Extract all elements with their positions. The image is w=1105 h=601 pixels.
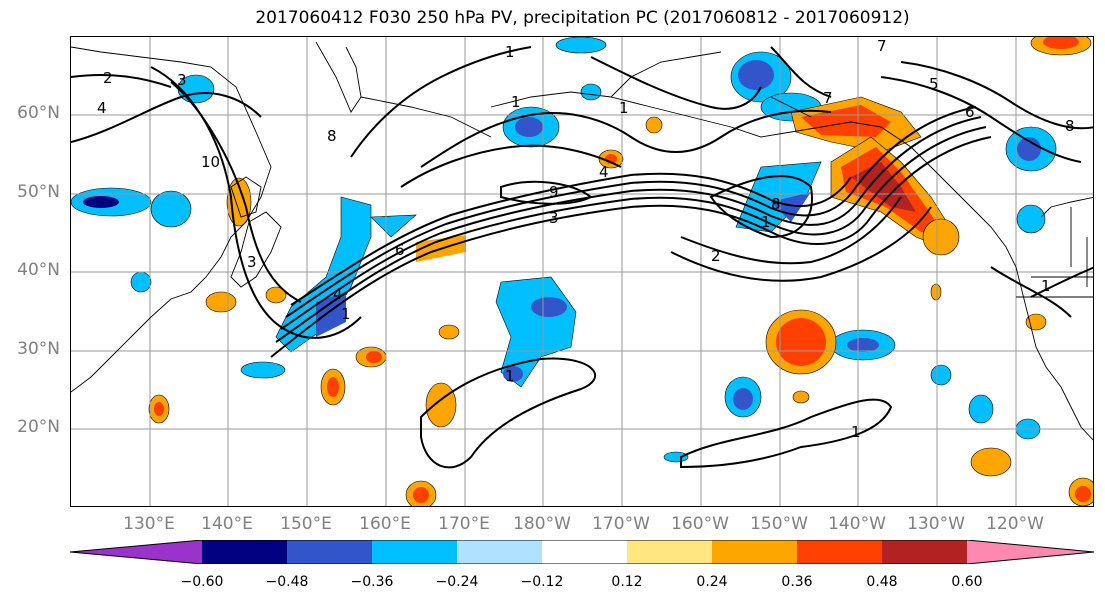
colorbar-segment [882,540,967,564]
colorbar-segment [372,540,457,564]
latitude-label: 60°N [17,103,60,123]
longitude-label: 130°W [907,514,965,534]
contour-label: 2 [103,69,113,87]
longitude-label: 130°E [123,514,175,534]
longitude-label: 180°W [513,514,571,534]
contour-label: 8 [1065,117,1075,135]
colorbar-tick-label: 0.24 [696,574,728,590]
colorbar-tick-label: 0.36 [781,574,813,590]
contour-label: 7 [823,89,833,107]
contour-label: 1 [851,423,861,441]
contour-label: 1 [341,305,351,323]
colorbar-segment [627,540,712,564]
precip-negative-areas [71,37,1057,463]
contour-label: 9 [549,183,559,201]
longitude-label: 160°E [359,514,411,534]
longitude-label: 140°E [201,514,253,534]
map-title: 2017060412 F030 250 hPa PV, precipitatio… [255,8,910,28]
longitude-label: 140°W [828,514,886,534]
contour-label: 4 [97,99,107,117]
contour-label: 1 [1041,277,1051,295]
colorbar-tick-label: 0.12 [611,574,643,590]
contour-label: 1 [505,367,515,385]
colorbar-segment [202,540,287,564]
pv-contours [71,46,1093,469]
contour-label-group: 2 3 4 8 10 1 1 1 1 2 3 3 4 5 6 6 7 7 8 8… [97,37,1075,441]
contour-label: 1 [505,43,515,61]
colorbar-tick-label: 0.48 [866,574,898,590]
colorbar-segment [70,540,202,564]
colorbar-tick-label: −0.12 [520,574,564,590]
colorbar-segment [712,540,797,564]
colorbar-segment [967,540,1094,564]
contour-label: 2 [711,247,721,265]
longitude-label: 150°W [750,514,808,534]
contour-label: 3 [177,71,187,89]
latitude-label: 50°N [17,182,60,202]
latitude-label: 30°N [17,339,60,359]
map-canvas: 2 3 4 8 10 1 1 1 1 2 3 3 4 5 6 6 7 7 8 8… [71,37,1093,506]
map-panel: 2 3 4 8 10 1 1 1 1 2 3 3 4 5 6 6 7 7 8 8… [70,36,1094,507]
longitude-label: 150°E [280,514,332,534]
colorbar-segment [542,540,627,564]
colorbar-tick-label: −0.60 [180,574,224,590]
longitude-label: 160°W [671,514,729,534]
longitude-label: 120°W [986,514,1044,534]
contour-label: 8 [327,127,337,145]
contour-label: 1 [511,93,521,111]
contour-label: 1 [761,213,771,231]
colorbar-outline [70,540,1095,564]
contour-label: 8 [771,195,781,213]
colorbar-segment [457,540,542,564]
longitude-label: 170°W [592,514,650,534]
contour-label: 1 [619,99,629,117]
longitude-label: 170°E [438,514,490,534]
contour-label: 4 [333,285,343,303]
colorbar-tick-label: −0.24 [435,574,479,590]
colorbar-segment [797,540,882,564]
latitude-label: 40°N [17,260,60,280]
latitude-label: 20°N [17,417,60,437]
coastlines [71,41,1093,441]
contour-label: 4 [599,163,609,181]
contour-label: 5 [929,75,939,93]
contour-label: 6 [965,103,975,121]
colorbar-tick-label: 0.60 [951,574,983,590]
graticule [71,37,1093,506]
contour-label: 3 [549,209,559,227]
contour-label: 6 [395,241,405,259]
contour-label: 7 [877,37,887,55]
contour-label: 3 [247,253,257,271]
colorbar-tick-label: −0.36 [350,574,394,590]
colorbar-tick-label: −0.48 [265,574,309,590]
colorbar-segment [287,540,372,564]
colorbar [70,540,1095,564]
contour-label: 10 [201,153,220,171]
